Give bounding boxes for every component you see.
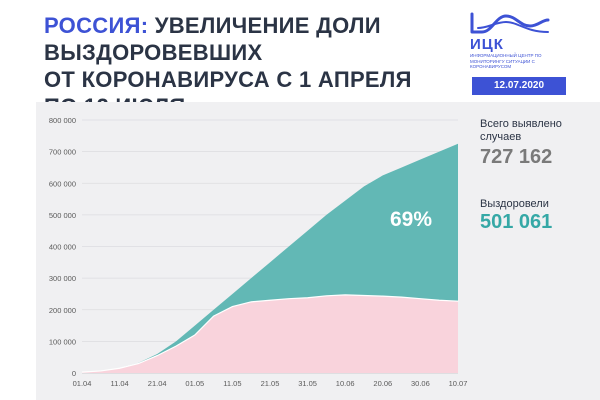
y-tick-label: 500 000 — [49, 211, 76, 220]
title-accent: РОССИЯ: — [44, 13, 149, 38]
date-badge: 12.07.2020 — [472, 77, 566, 95]
y-tick-label: 200 000 — [49, 306, 76, 315]
logo-name: ИЦК — [470, 36, 504, 53]
total-value: 727 162 — [480, 146, 553, 168]
area-chart: 0 100 000 200 000 300 000 400 000 500 000 600 … — [49, 116, 468, 388]
x-tick-label: 21.05 — [261, 379, 280, 388]
active-edge-line — [81, 294, 459, 373]
x-tick-label: 31.05 — [298, 379, 317, 388]
logo-wave-icon — [470, 12, 550, 34]
logo-subtitle: ИНФОРМАЦИОННЫЙ ЦЕНТР ПО МОНИТОРИНГУ СИТУ… — [470, 53, 542, 69]
x-tick-label: 20.06 — [373, 379, 392, 388]
recovered-percent: 69% — [390, 208, 433, 231]
x-tick-label: 01.05 — [185, 379, 204, 388]
recovered-value: 501 061 — [480, 211, 553, 233]
y-tick-label: 600 000 — [49, 179, 76, 188]
y-tick-label: 800 000 — [49, 116, 76, 125]
y-tick-label: 400 000 — [49, 243, 76, 252]
title-rest: УВЕЛИЧЕНИЕ ДОЛИ ВЫЗДОРОВЕВШИХ — [44, 13, 381, 65]
x-tick-label: 30.06 — [411, 379, 430, 388]
total-label-2: случаев — [480, 131, 522, 143]
active-area — [82, 294, 458, 373]
total-label-1: Всего выявлено — [480, 118, 562, 130]
x-tick-label: 10.06 — [336, 379, 355, 388]
y-tick-label: 700 000 — [49, 148, 76, 157]
chart-panel: 0 100 000 200 000 300 000 400 000 500 000 600 … — [36, 102, 600, 400]
x-tick-label: 11.05 — [223, 379, 241, 388]
y-tick-label: 0 — [72, 369, 76, 378]
logo: ИЦК ИНФОРМАЦИОННЫЙ ЦЕНТР ПО МОНИТОРИНГУ … — [470, 10, 580, 70]
y-tick-label: 300 000 — [49, 274, 76, 283]
x-tick-label: 01.04 — [73, 379, 92, 388]
recovered-label: Выздоровели — [480, 198, 549, 210]
y-tick-label: 100 000 — [49, 337, 76, 346]
x-tick-label: 11.04 — [110, 379, 128, 388]
x-tick-label: 10.07 — [449, 379, 468, 388]
x-tick-label: 21.04 — [148, 379, 167, 388]
